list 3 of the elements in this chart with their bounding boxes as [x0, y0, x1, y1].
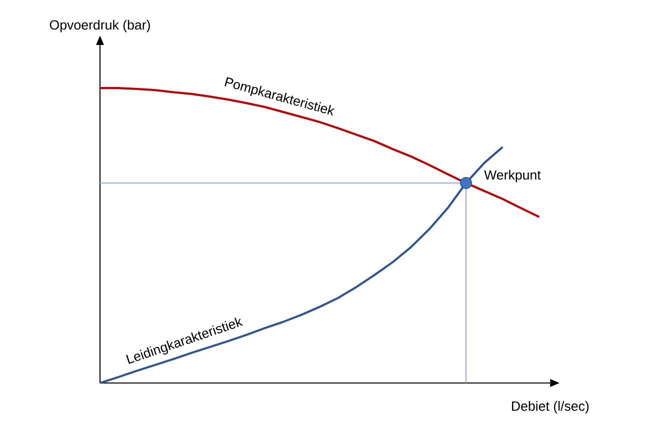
x-axis-title: Debiet (l/sec) [512, 401, 589, 414]
ref-line-label: Werkpunt [484, 170, 541, 182]
y-axis-title: Opvoerdruk (bar) [50, 20, 150, 32]
